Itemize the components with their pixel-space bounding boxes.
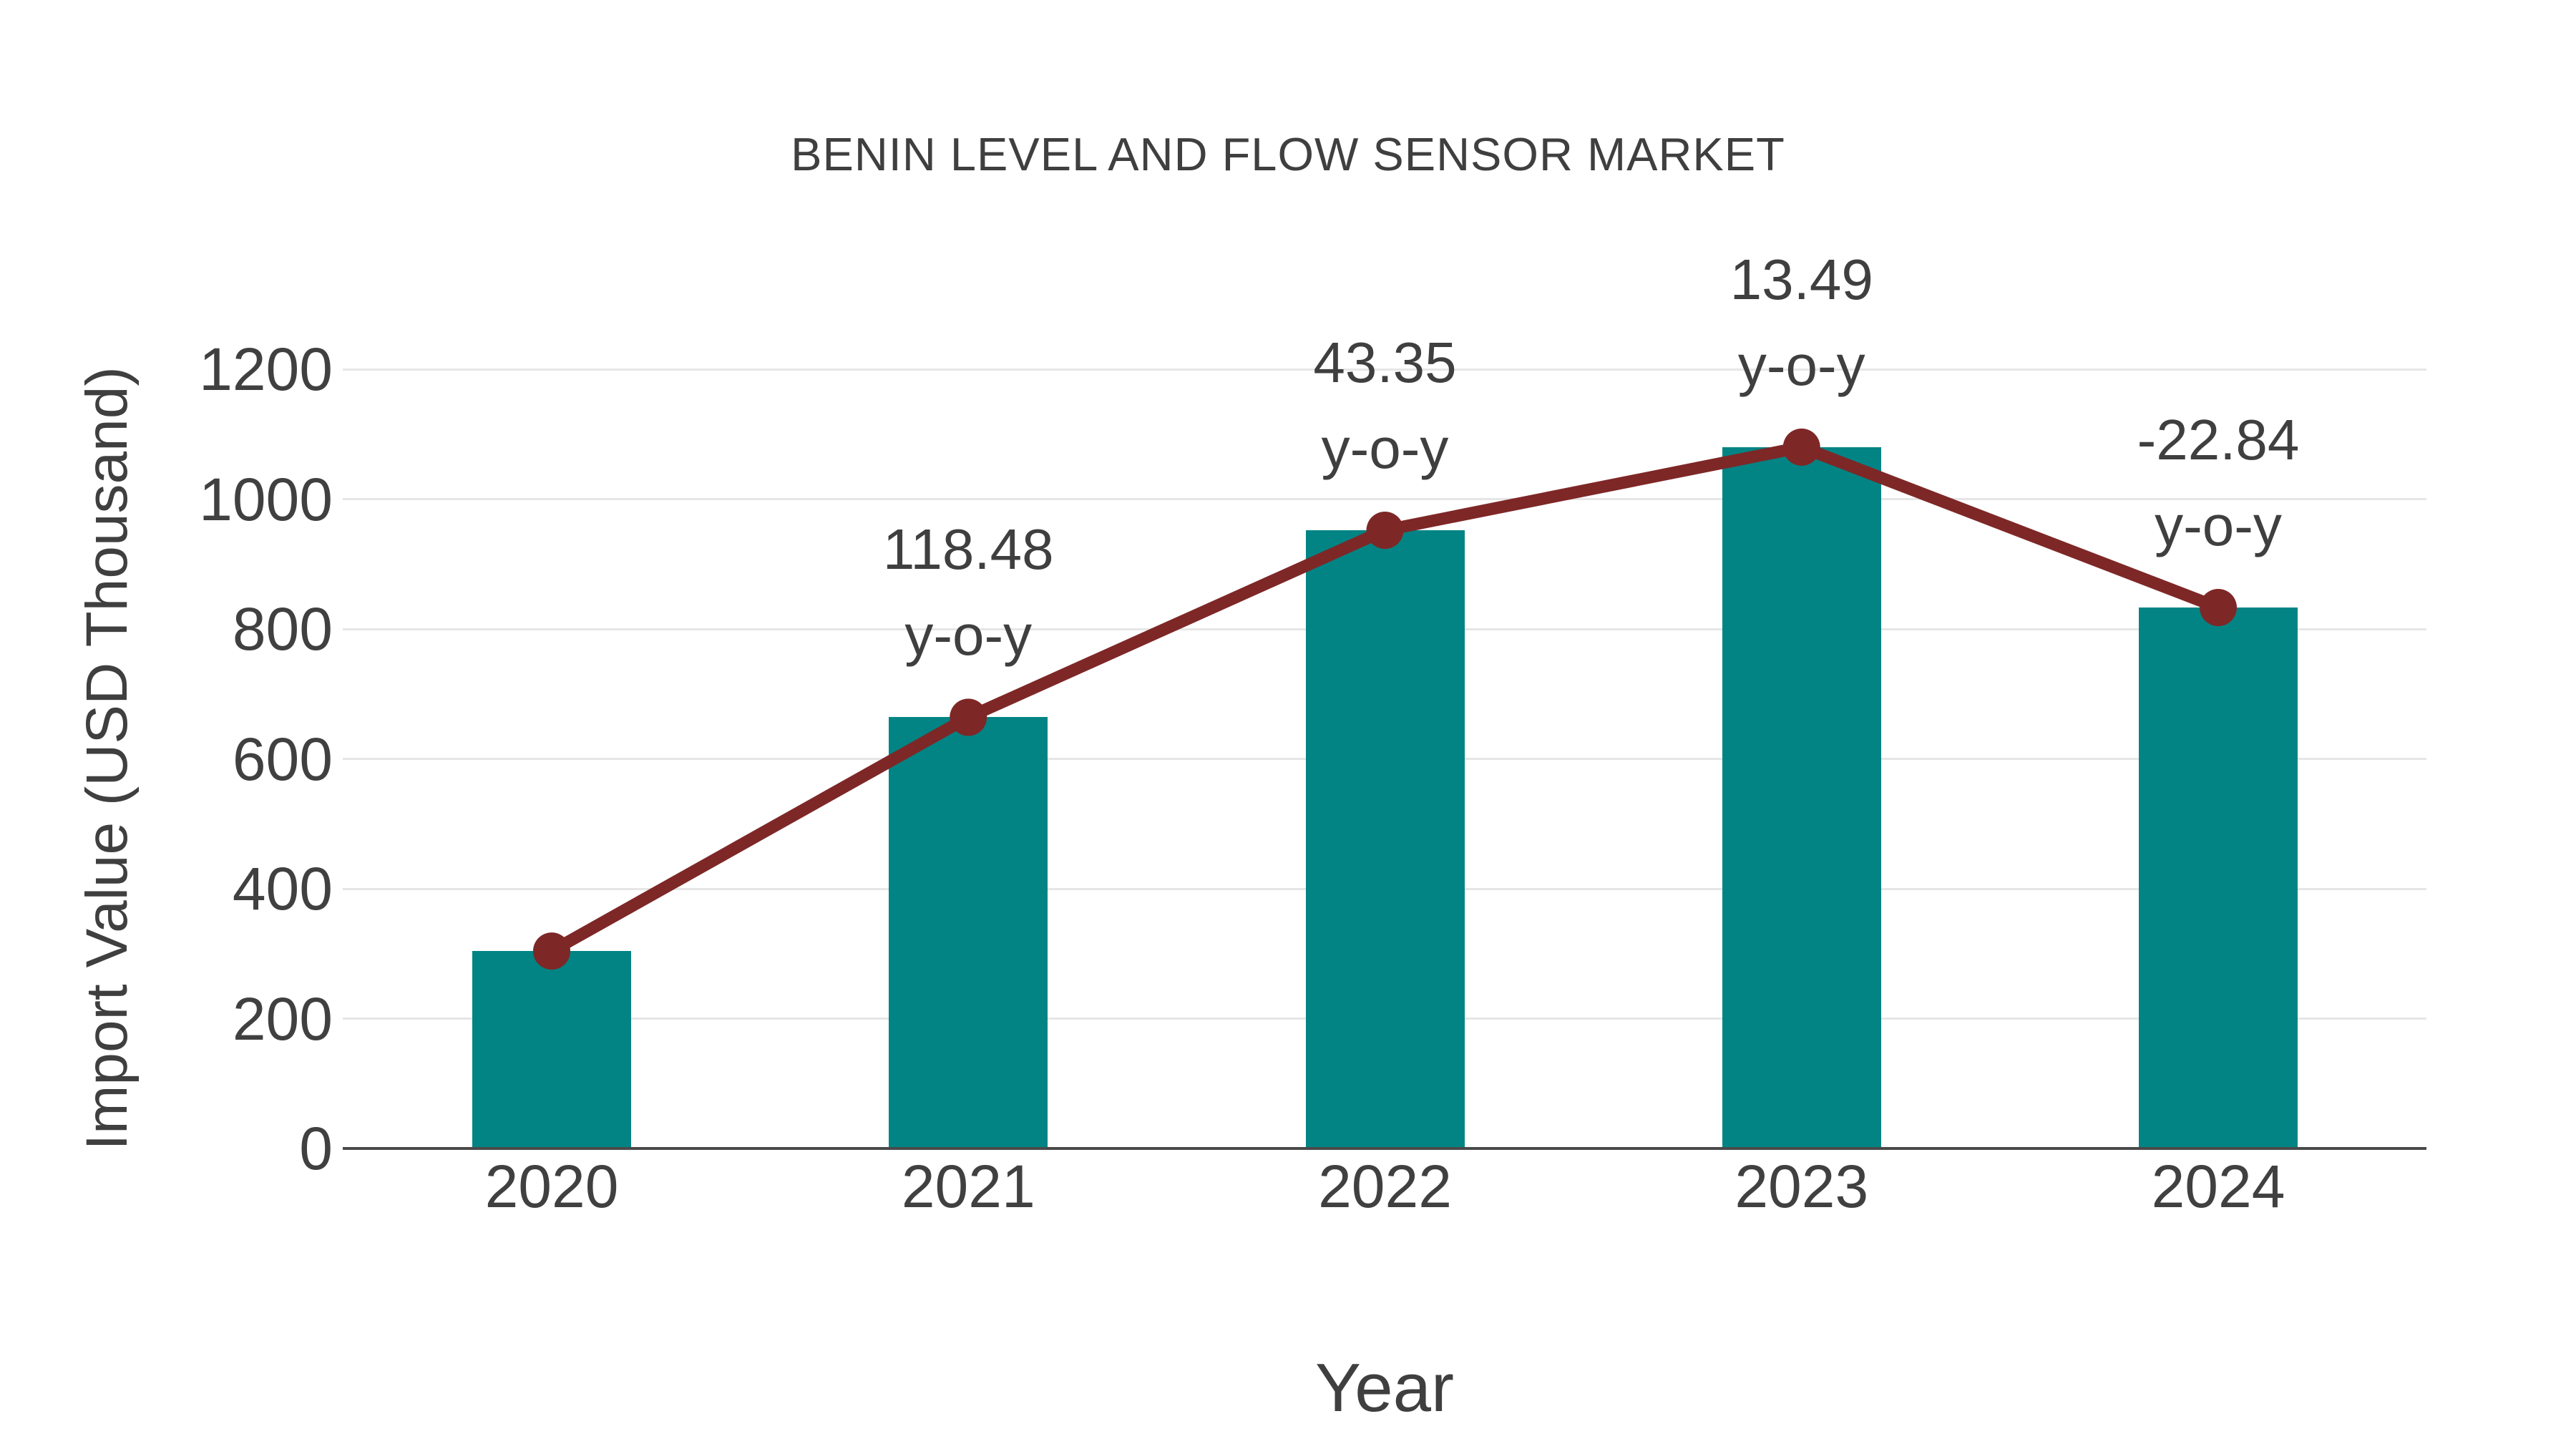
y-tick-label-200: 200 — [232, 985, 333, 1053]
bar-2023 — [1722, 447, 1881, 1148]
x-tick-label-2022: 2022 — [1318, 1153, 1452, 1220]
yoy-marker-2021 — [950, 698, 987, 736]
yoy-suffix-text: y-o-y — [1321, 416, 1449, 481]
yoy-label-2022: 43.35 y-o-y — [1135, 320, 1636, 492]
x-axis-title: Year — [1315, 1350, 1454, 1426]
y-tick-label-0: 0 — [299, 1115, 333, 1182]
y-tick-label-1200: 1200 — [199, 336, 333, 403]
yoy-marker-2022 — [1366, 512, 1404, 550]
yoy-suffix-text: y-o-y — [2155, 494, 2282, 558]
yoy-marker-2020 — [533, 932, 570, 970]
x-tick-label-2021: 2021 — [901, 1153, 1035, 1220]
y-tick-label-1000: 1000 — [199, 465, 333, 533]
yoy-label-2021: 118.48 y-o-y — [718, 507, 1219, 678]
yoy-value-text: -22.84 — [2137, 408, 2300, 472]
gridline-1200 — [343, 368, 2426, 371]
y-tick-label-600: 600 — [232, 725, 333, 793]
x-axis-line — [343, 1147, 2426, 1150]
y-tick-label-400: 400 — [232, 855, 333, 922]
yoy-value-text: 118.48 — [882, 517, 1054, 582]
gridline-1000 — [343, 498, 2426, 500]
yoy-suffix-text: y-o-y — [1737, 333, 1865, 397]
bar-2021 — [889, 717, 1048, 1148]
bar-2024 — [2139, 608, 2298, 1148]
yoy-value-text: 43.35 — [1313, 331, 1457, 395]
yoy-label-2023: 13.49 y-o-y — [1551, 237, 2052, 409]
x-tick-label-2020: 2020 — [484, 1153, 619, 1220]
x-tick-label-2023: 2023 — [1735, 1153, 1869, 1220]
yoy-suffix-text: y-o-y — [904, 603, 1033, 668]
bar-2022 — [1305, 530, 1465, 1148]
chart-title: BENIN LEVEL AND FLOW SENSOR MARKET — [791, 128, 1785, 180]
x-tick-label-2024: 2024 — [2151, 1153, 2285, 1220]
yoy-marker-2023 — [1782, 428, 1820, 466]
yoy-label-2024: -22.84 y-o-y — [1968, 397, 2469, 569]
yoy-marker-2024 — [2200, 589, 2237, 627]
y-tick-label-800: 800 — [232, 595, 333, 663]
bar-2020 — [472, 951, 631, 1148]
yoy-value-text: 13.49 — [1729, 247, 1873, 311]
